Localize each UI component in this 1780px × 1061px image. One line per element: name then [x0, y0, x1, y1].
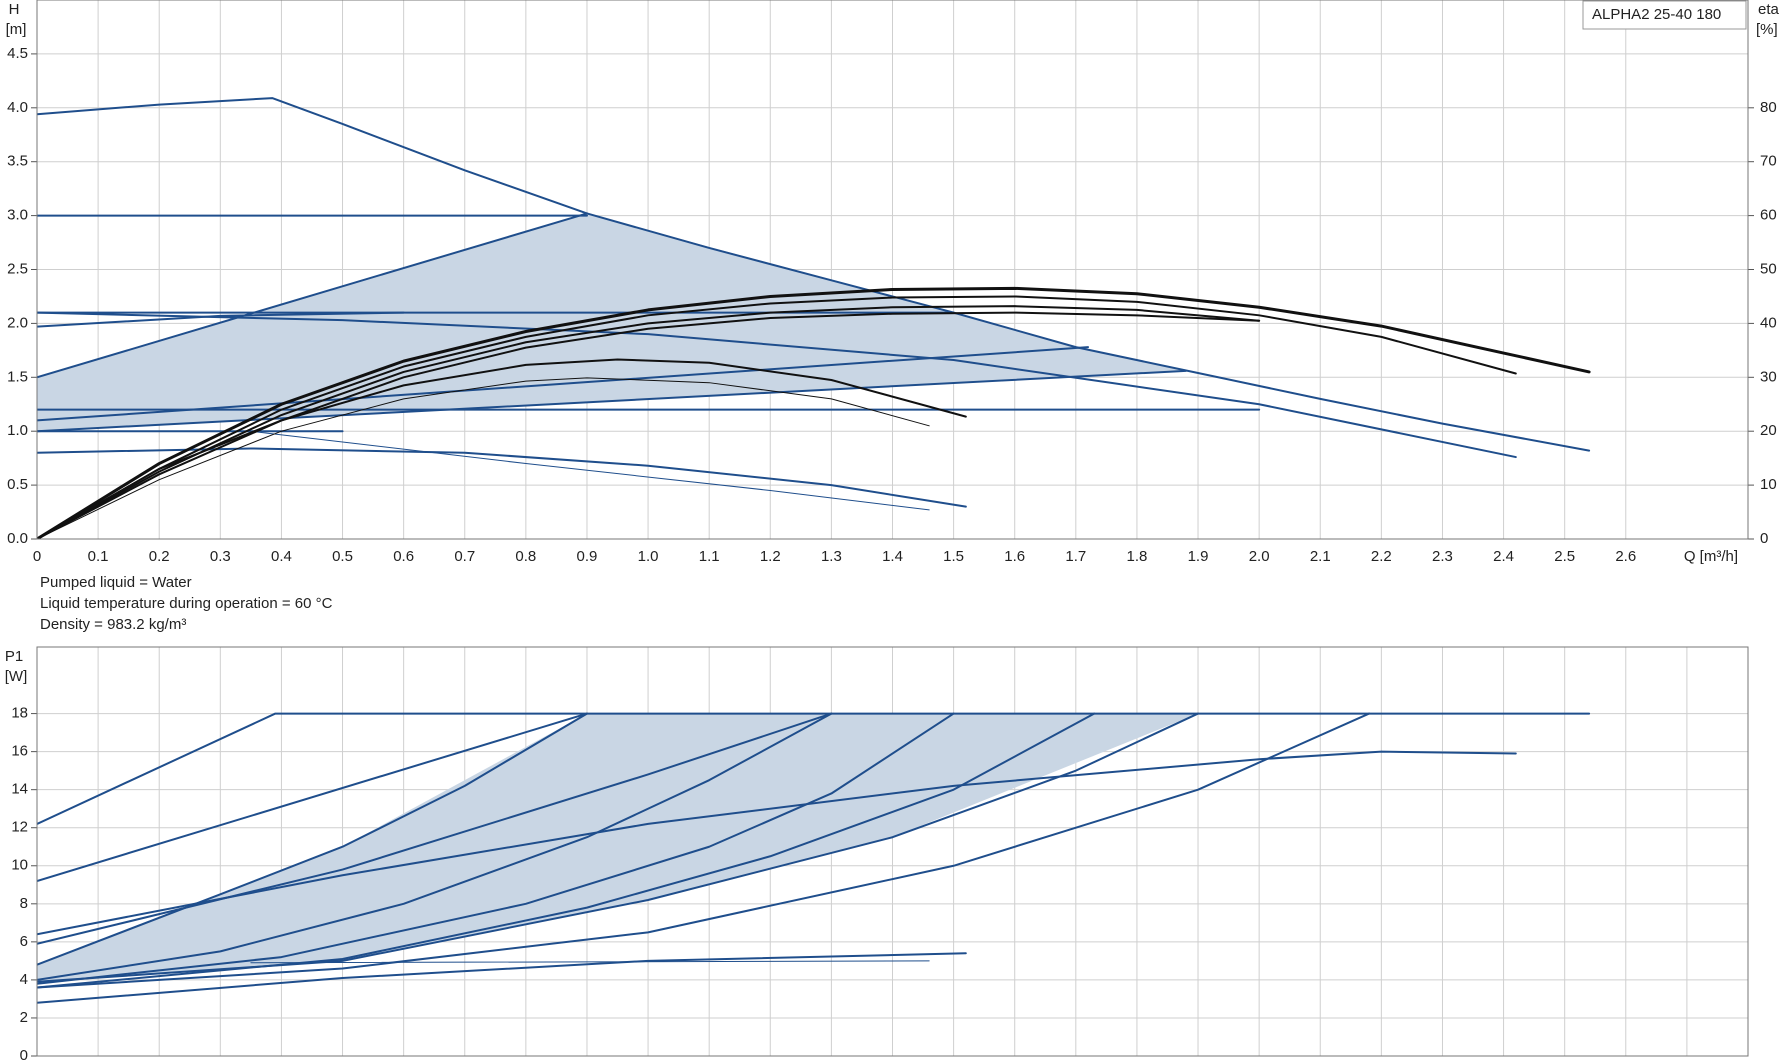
x-tick-label: 2.3: [1432, 548, 1453, 565]
curve: [37, 311, 1517, 459]
curve: [37, 712, 1371, 989]
operating-range: [37, 713, 1199, 982]
x-tick-label: 2.1: [1310, 548, 1331, 565]
y-tick-label: 0: [20, 1047, 28, 1061]
curve: [37, 447, 967, 508]
x-tick-label: 2.0: [1249, 548, 1270, 565]
x-tick-label: 1.1: [699, 548, 720, 565]
y2-tick-label: 20: [1760, 422, 1777, 439]
curve: [37, 712, 833, 945]
curve: [37, 97, 1591, 452]
curve: [37, 712, 833, 981]
model-name: ALPHA2 25-40 180: [1592, 6, 1721, 23]
y2-tick-label: 70: [1760, 153, 1777, 170]
curve: [250, 960, 930, 964]
y-tick-label: 4.0: [7, 99, 28, 116]
y-axis-label: H: [9, 1, 20, 18]
x-tick-label: 1.3: [821, 548, 842, 565]
model-box: [1582, 0, 1747, 30]
y-tick-label: 3.0: [7, 207, 28, 224]
x-tick-label: 1.7: [1065, 548, 1086, 565]
y-tick-label: 18: [11, 705, 28, 722]
x-tick-label: 0.9: [577, 548, 598, 565]
x-tick-label: 0.2: [149, 548, 170, 565]
y-tick-label: 1.5: [7, 368, 28, 385]
y-tick-label: 4: [20, 971, 28, 988]
note: Density = 983.2 kg/m³: [40, 616, 186, 633]
x-tick-label: 1.6: [1004, 548, 1025, 565]
curve: [37, 358, 967, 539]
x-tick-label: 1.2: [760, 548, 781, 565]
curve: [37, 712, 955, 985]
y-tick-label: 2.0: [7, 314, 28, 331]
x-tick-label: 0.5: [332, 548, 353, 565]
x-tick-label: 1.5: [943, 548, 964, 565]
x-tick-label: 0.1: [88, 548, 109, 565]
curve: [37, 295, 1517, 539]
y-axis-label: P1: [5, 648, 23, 665]
y2-tick-label: 50: [1760, 260, 1777, 277]
x-tick-label: 0.4: [271, 548, 292, 565]
curve: [37, 377, 930, 539]
y-tick-label: 3.5: [7, 153, 28, 170]
curve: [37, 750, 1517, 936]
x-tick-label: 2.6: [1615, 548, 1636, 565]
x-tick-label: 2.2: [1371, 548, 1392, 565]
x-tick-label: 1.4: [882, 548, 903, 565]
y2-tick-label: 80: [1760, 99, 1777, 116]
note: Liquid temperature during operation = 60…: [40, 595, 333, 612]
plot-frame: [36, 646, 1749, 1057]
note: Pumped liquid = Water: [40, 574, 192, 591]
curve: [250, 430, 930, 511]
y-tick-label: 16: [11, 743, 28, 760]
x-tick-label: 0.7: [454, 548, 475, 565]
x-tick-label: 2.4: [1493, 548, 1514, 565]
y-tick-label: 2.5: [7, 260, 28, 277]
curve: [37, 311, 1261, 539]
y2-tick-label: 10: [1760, 476, 1777, 493]
y-tick-label: 1.0: [7, 422, 28, 439]
x-tick-label: 1.9: [1188, 548, 1209, 565]
x-tick-label: 0.6: [393, 548, 414, 565]
y-tick-label: 2: [20, 1009, 28, 1026]
curve: [37, 369, 1187, 433]
y-tick-label: 8: [20, 895, 28, 912]
y-axis-unit: [W]: [5, 668, 28, 685]
y2-tick-label: 30: [1760, 368, 1777, 385]
curve: [37, 712, 1591, 825]
curve: [37, 712, 1200, 983]
x-tick-label: 1.8: [1126, 548, 1147, 565]
y-tick-label: 0.0: [7, 530, 28, 547]
y-tick-label: 4.5: [7, 45, 28, 62]
curve: [37, 286, 1591, 539]
curve: [37, 311, 405, 328]
x-tick-label: 0: [33, 548, 41, 565]
y2-tick-label: 0: [1760, 530, 1768, 547]
y2-tick-label: 40: [1760, 314, 1777, 331]
curve: [37, 212, 588, 379]
x-axis-label: Q [m³/h]: [1684, 548, 1738, 565]
y-tick-label: 14: [11, 781, 28, 798]
y-axis-unit: [m]: [6, 21, 27, 38]
y2-axis-unit: [%]: [1756, 21, 1778, 38]
y2-tick-label: 60: [1760, 207, 1777, 224]
curve: [37, 346, 1090, 422]
plot-area: [37, 712, 1591, 1004]
y-tick-label: 12: [11, 819, 28, 836]
y-tick-label: 0.5: [7, 476, 28, 493]
y-tick-label: 10: [11, 857, 28, 874]
curve: [37, 712, 588, 882]
curve: [37, 952, 967, 1004]
x-tick-label: 0.8: [515, 548, 536, 565]
y2-axis-label: eta: [1758, 1, 1780, 18]
x-tick-label: 2.5: [1554, 548, 1575, 565]
curve: [37, 712, 588, 966]
plot-frame: [36, 0, 1749, 540]
curve: [37, 305, 1261, 539]
plot-area: [37, 97, 1591, 539]
x-tick-label: 0.3: [210, 548, 231, 565]
x-tick-label: 1.0: [638, 548, 659, 565]
y-tick-label: 6: [20, 933, 28, 950]
